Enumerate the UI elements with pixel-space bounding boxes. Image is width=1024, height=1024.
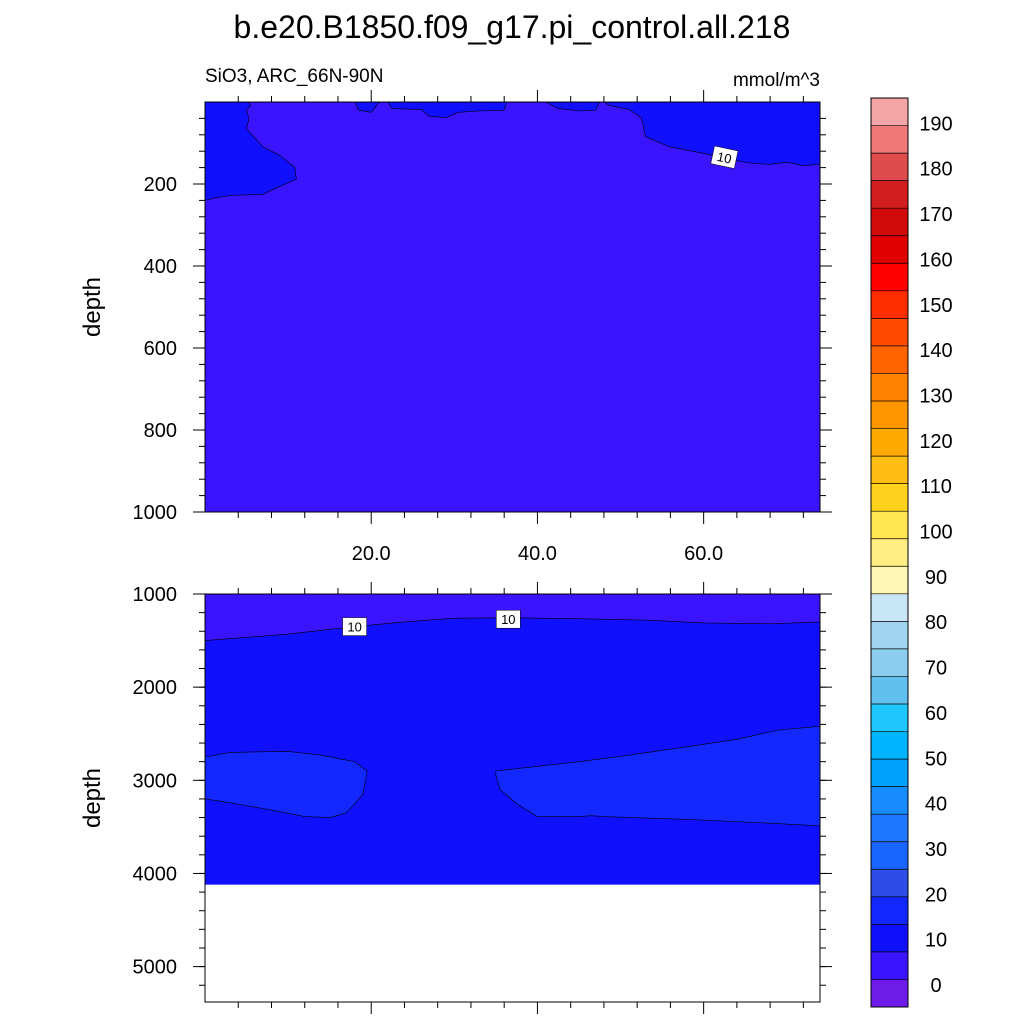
colorbar-swatch: [871, 814, 908, 843]
colorbar-label: 170: [919, 204, 952, 226]
colorbar-label: 10: [925, 930, 947, 952]
contour-region-5: [545, 102, 601, 112]
y-tick-label: 800: [144, 420, 177, 442]
contour-region-3: [495, 725, 820, 827]
contour-region-1: [205, 102, 297, 201]
colorbar-swatch: [871, 924, 908, 953]
colorbar-swatch: [871, 538, 908, 567]
colorbar-swatch: [871, 98, 908, 126]
colorbar-label: 30: [925, 839, 947, 861]
colorbar-label: 60: [925, 703, 947, 725]
colorbar-label: 70: [925, 658, 947, 680]
colorbar-swatch: [871, 869, 908, 898]
colorbar-label: 130: [919, 385, 952, 407]
x-tick-label: 60.0: [684, 543, 723, 565]
colorbar-swatch: [871, 456, 908, 484]
colorbar-swatch: [871, 759, 908, 787]
svg-text:10: 10: [501, 612, 515, 627]
lower-panel: 1000 2000 3000 4000 5000 depth 10 10: [79, 582, 832, 1014]
contour-region-2: [205, 751, 368, 818]
svg-text:10: 10: [347, 620, 361, 635]
colorbar-swatch: [871, 153, 908, 181]
y-tick-label: 2000: [133, 677, 178, 699]
colorbar-swatch: [871, 566, 908, 595]
y-tick-label: 4000: [133, 863, 178, 885]
colorbar-swatch: [871, 648, 908, 677]
y-tick-label: 400: [144, 256, 177, 278]
colorbar-swatch: [871, 345, 908, 374]
colorbar-swatch: [871, 428, 908, 457]
y-tick-label: 200: [144, 174, 177, 196]
contour-region-4: [387, 102, 508, 118]
units-label: mmol/m^3: [733, 70, 820, 91]
colorbar-swatch: [871, 263, 908, 292]
colorbar-label: 180: [919, 159, 952, 181]
colorbar-label: 140: [919, 340, 952, 362]
colorbar-label: 190: [919, 113, 952, 135]
colorbar-swatch: [871, 731, 908, 760]
colorbar-label: 0: [930, 975, 941, 997]
x-tick-label: 40.0: [518, 543, 557, 565]
colorbar-swatch: [871, 180, 908, 209]
colorbar-label: 50: [925, 748, 947, 770]
colorbar-label: 20: [925, 884, 947, 906]
x-tick-label: 20.0: [352, 543, 391, 565]
colorbar-swatch: [871, 401, 908, 429]
colorbar-swatch: [871, 951, 908, 980]
y-tick-label: 5000: [133, 957, 178, 979]
colorbar-swatch: [871, 593, 908, 622]
contour-label: 10: [710, 145, 739, 169]
y-tick-label: 1000: [133, 502, 178, 524]
variable-label: SiO3, ARC_66N-90N: [205, 66, 383, 87]
colorbar-swatch: [871, 483, 908, 512]
colorbar-swatch: [871, 979, 908, 1008]
upper-panel: 200 400 600 800 1000 20.0 40.0 60.0 depth 10: [79, 90, 832, 565]
y-tick-label: 600: [144, 338, 177, 360]
plot-frame: [204, 593, 821, 1003]
y-tick-label: 3000: [133, 770, 178, 792]
svg-text:10: 10: [716, 149, 733, 167]
colorbar-label: 80: [925, 612, 947, 634]
colorbar-label: 160: [919, 249, 952, 271]
colorbar-swatch: [871, 841, 908, 870]
colorbar-label: 110: [920, 476, 952, 498]
colorbar-swatch: [871, 676, 908, 705]
colorbar-label: 90: [925, 567, 947, 589]
colorbar-swatch: [871, 896, 908, 925]
colorbar-swatch: [871, 704, 908, 732]
contour-label: 10: [496, 609, 521, 629]
colorbar-label: 120: [919, 431, 952, 453]
colorbar-swatch: [871, 318, 908, 347]
colorbar-label: 40: [925, 794, 947, 816]
contour-label: 10: [342, 617, 367, 636]
contour-region-3: [354, 102, 380, 113]
colorbar-swatch: [871, 373, 908, 402]
colorbar-swatch: [871, 125, 908, 154]
contour-fill-base: [205, 102, 820, 512]
colorbar-swatch: [871, 786, 908, 815]
y-tick-label: 1000: [133, 584, 178, 606]
colorbar-label: 100: [919, 522, 952, 544]
colorbar-label: 150: [919, 295, 952, 317]
colorbar-swatch: [871, 621, 908, 650]
colorbar-swatch: [871, 235, 908, 264]
colorbar: 0 10 20 30 40 50 60 70 80 90 100 110 120 130 140 150 160…: [870, 97, 953, 1008]
colorbar-swatch: [871, 208, 908, 237]
colorbar-swatch: [871, 511, 908, 540]
y-axis-label: depth: [79, 768, 106, 828]
contour-fill-base: [205, 594, 820, 885]
plot-frame: [204, 101, 821, 513]
y-axis-label: depth: [79, 277, 106, 337]
colorbar-swatch: [871, 290, 908, 319]
chart-title: b.e20.B1850.f09_g17.pi_control.all.218: [234, 9, 791, 45]
